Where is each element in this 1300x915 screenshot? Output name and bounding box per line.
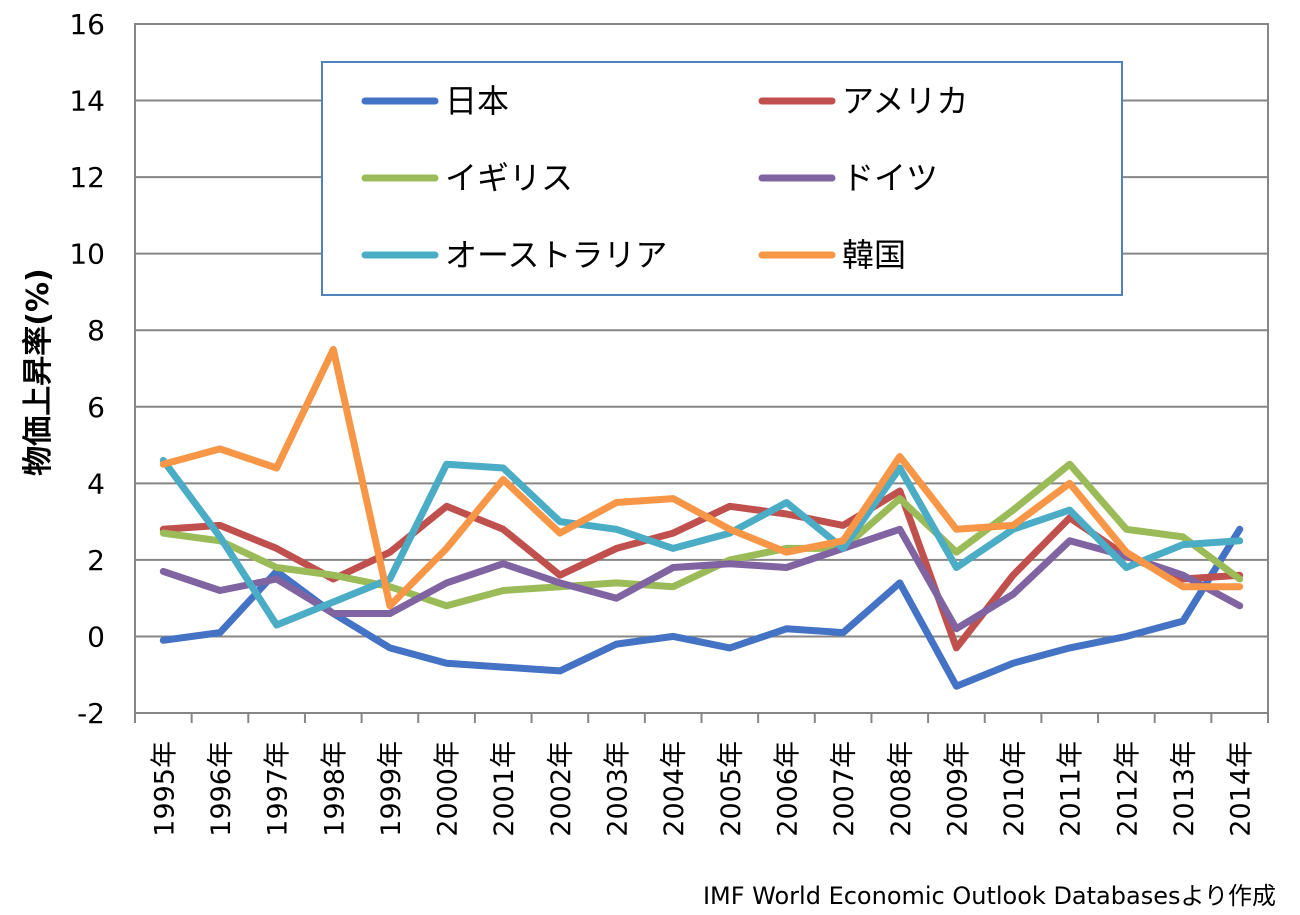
series-line-オーストラリア <box>159 456 1244 629</box>
legend-label: イギリス <box>445 159 573 197</box>
x-tick-label: 1999年 <box>376 741 407 837</box>
legend-box <box>321 61 1123 296</box>
series-line-ドイツ <box>159 525 1244 633</box>
x-tick-label: 2005年 <box>716 741 747 837</box>
legend-label: ドイツ <box>842 159 938 197</box>
x-tick-label: 2006年 <box>772 741 803 837</box>
series-line-イギリス <box>159 460 1244 610</box>
source-note: IMF World Economic Outlook Databasesより作成 <box>703 882 1276 910</box>
y-tick-label: 12 <box>69 161 105 194</box>
y-axis-ticks: 16 14 12 10 8 6 4 2 0 -2 <box>69 8 105 730</box>
series-lines <box>159 345 1244 690</box>
y-tick-label: -2 <box>77 697 105 730</box>
legend-label: 韓国 <box>842 236 906 274</box>
x-tick-label: 2009年 <box>942 741 973 837</box>
y-tick-label: 2 <box>87 544 105 577</box>
y-tick-label: 10 <box>69 238 105 271</box>
series-line-韓国 <box>159 345 1244 610</box>
x-tick-label: 2003年 <box>603 741 634 837</box>
y-tick-label: 14 <box>69 85 105 118</box>
y-tick-label: 0 <box>87 620 105 653</box>
x-tick-label: 2001年 <box>489 741 520 837</box>
legend-label: 日本 <box>445 82 509 120</box>
x-tick-label: 1998年 <box>319 741 350 837</box>
x-tick-label: 2002年 <box>546 741 577 837</box>
x-tick-label: 1996年 <box>206 741 237 837</box>
legend-label: オーストラリア <box>445 236 667 274</box>
x-tick-label: 2008年 <box>886 741 917 837</box>
plot-frame <box>134 23 1269 714</box>
y-tick-label: 4 <box>87 467 105 500</box>
y-tick-label: 6 <box>87 391 105 424</box>
x-tick-label: 2000年 <box>433 741 464 837</box>
x-tick-label: 2013年 <box>1169 741 1200 837</box>
x-tick-label: 2011年 <box>1056 741 1087 837</box>
x-tick-label: 2010年 <box>999 741 1030 837</box>
x-tick-label: 2012年 <box>1112 741 1143 837</box>
y-axis-label: 物価上昇率(%) <box>21 268 56 475</box>
x-tick-label: 2007年 <box>829 741 860 837</box>
x-axis-ticks: 1995年 1996年 1997年 1998年 1999年 2000年 2001年 2002年… <box>134 713 1269 837</box>
x-tick-label: 1997年 <box>263 741 294 837</box>
series-line-日本 <box>159 525 1244 690</box>
x-tick-label: 1995年 <box>149 741 180 837</box>
y-tick-label: 8 <box>87 314 105 347</box>
y-tick-label: 16 <box>69 8 105 41</box>
x-tick-label: 2014年 <box>1226 741 1257 837</box>
x-tick-label: 2004年 <box>659 741 690 837</box>
legend-label: アメリカ <box>842 82 968 120</box>
